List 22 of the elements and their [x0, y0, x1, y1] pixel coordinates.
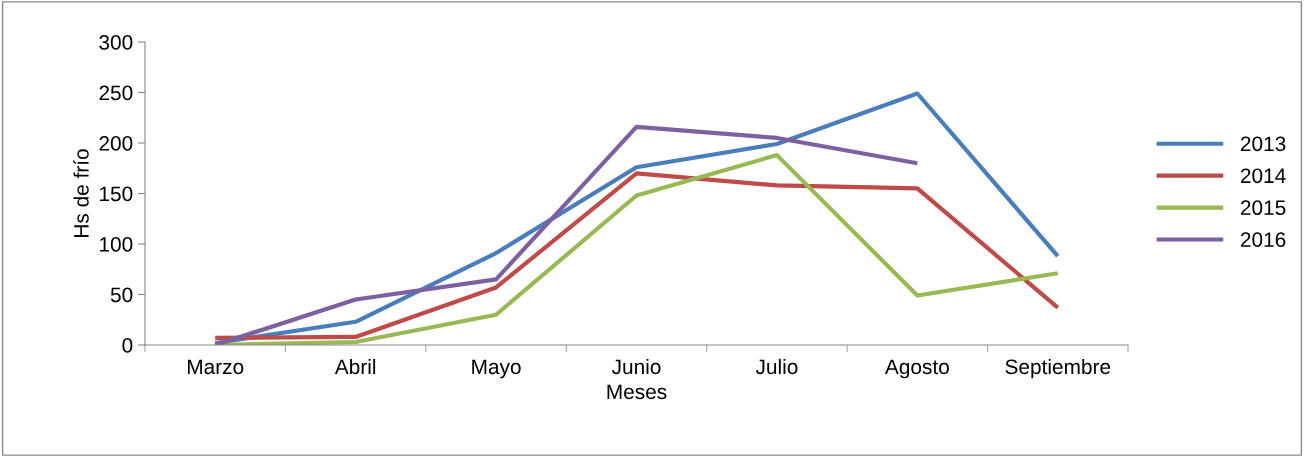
x-tick-label: Agosto [884, 359, 949, 379]
x-tick-label: Marzo [187, 359, 244, 375]
y-tick-label: 50 [110, 287, 133, 303]
line-series [213, 124, 920, 345]
legend-label: 2014 [1240, 168, 1286, 184]
y-tick-label: 150 [100, 186, 133, 202]
x-tick-label: Junio [611, 358, 661, 375]
y-tick-label: 100 [100, 237, 133, 252]
x-tick-label: Abril [334, 358, 376, 375]
line-series [213, 91, 1060, 345]
y-tick-label: 200 [99, 136, 133, 151]
legend-label: 2015 [1240, 200, 1286, 216]
y-tick-label: 0 [122, 338, 133, 353]
y-tick-label: 250 [99, 85, 133, 101]
x-tick-label: Julio [755, 358, 798, 375]
legend-label: 2016 [1240, 232, 1286, 247]
x-tick-label: Mayo [472, 359, 521, 379]
x-tick-label: Septiembre [1005, 358, 1111, 379]
y-tick-label: 300 [99, 35, 133, 50]
x-axis-title: Meses [607, 384, 667, 400]
y-axis-title: Hs de frío [73, 149, 89, 237]
legend-label: 2013 [1240, 136, 1286, 152]
